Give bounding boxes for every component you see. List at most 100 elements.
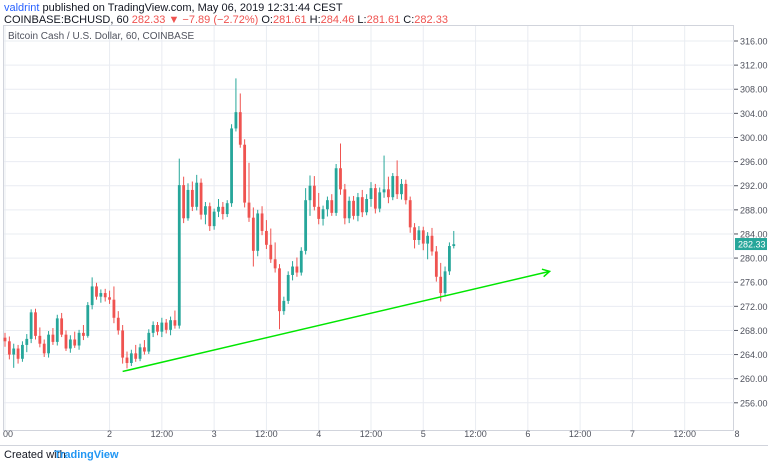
candles xyxy=(3,78,456,369)
candle-body xyxy=(217,206,220,212)
x-tick-label: 2 xyxy=(107,429,112,439)
candle-body xyxy=(121,330,125,358)
open-label: O: xyxy=(261,14,273,26)
candle-body xyxy=(169,320,172,330)
candle-body xyxy=(90,286,94,306)
candle-body xyxy=(395,176,399,195)
candle-body xyxy=(365,198,369,213)
candle-body xyxy=(29,312,33,339)
candle-body xyxy=(304,200,308,251)
candle-body xyxy=(73,339,77,346)
candle-body xyxy=(68,339,72,349)
candle-body xyxy=(160,322,164,332)
y-tick-label: 312.00 xyxy=(740,61,768,71)
candle-body xyxy=(208,206,212,227)
candle-body xyxy=(373,188,377,209)
last-price: 282.33 xyxy=(131,14,166,26)
y-tick-label: 272.00 xyxy=(740,302,768,312)
time-axis[interactable]: 00 2 12:00 3 12:00 4 12:00 5 12:00 6 12:00 7 12:00 8 xyxy=(3,429,739,439)
candle-body xyxy=(212,211,216,227)
candle-body xyxy=(64,334,68,349)
candle-body xyxy=(195,182,199,207)
chart-title: Bitcoin Cash / U.S. Dollar, 60, COINBASE xyxy=(8,31,195,42)
y-tick-label: 260.00 xyxy=(740,374,768,384)
candle-body xyxy=(413,227,416,240)
candle-body xyxy=(443,271,447,294)
candle-body xyxy=(60,318,64,335)
trendline[interactable] xyxy=(122,270,550,373)
candle-body xyxy=(55,318,59,342)
x-tick-label: 12:00 xyxy=(151,429,174,439)
candle-body xyxy=(7,341,11,355)
candle-body xyxy=(34,312,37,336)
x-tick-label: 8 xyxy=(734,429,739,439)
candle-body xyxy=(391,176,395,198)
low-value: 281.61 xyxy=(366,14,401,26)
candle-body xyxy=(164,322,168,330)
candle-body xyxy=(51,334,55,342)
candle-body xyxy=(295,266,299,273)
candle-body xyxy=(204,206,207,215)
candle-body xyxy=(38,335,42,344)
author-link[interactable]: valdrint xyxy=(4,2,40,14)
candle-body xyxy=(339,168,342,190)
trendline-group[interactable] xyxy=(122,268,552,373)
candle-body xyxy=(251,217,255,251)
candle-body xyxy=(299,250,303,273)
candle-body xyxy=(326,200,329,210)
price-chart[interactable]: Bitcoin Cash / U.S. Dollar, 60, COINBASE… xyxy=(0,25,768,445)
candle-body xyxy=(369,188,373,199)
candle-body xyxy=(147,332,151,352)
candle-body xyxy=(291,266,294,275)
x-tick-label: 12:00 xyxy=(673,429,696,439)
y-tick-label: 268.00 xyxy=(740,326,768,336)
candle-body xyxy=(243,144,247,203)
symbol-line: COINBASE:BCHUSD, 60 282.33 ▼ −7.89 (−2.7… xyxy=(4,14,448,26)
y-tick-label: 292.00 xyxy=(740,181,768,191)
candle-body xyxy=(103,293,107,298)
candle-body xyxy=(3,337,7,342)
candle-body xyxy=(421,230,425,244)
candle-body xyxy=(138,347,142,359)
candle-body xyxy=(116,317,120,331)
price-axis[interactable]: 316.00 312.00 308.00 304.00 300.00 296.00 292.… xyxy=(734,37,768,409)
candle-body xyxy=(452,244,456,247)
candle-body xyxy=(321,209,325,219)
candle-body xyxy=(430,235,434,252)
tradingview-logo[interactable]: TradingView xyxy=(54,449,119,461)
candle-body xyxy=(182,185,186,219)
x-tick-label: 12:00 xyxy=(464,429,487,439)
candle-body xyxy=(360,197,364,213)
candle-body xyxy=(347,200,351,219)
candle-body xyxy=(439,276,443,294)
candle-body xyxy=(378,192,382,209)
candle-body xyxy=(177,185,181,326)
candle-body xyxy=(86,305,90,336)
y-tick-label: 276.00 xyxy=(740,278,768,288)
y-tick-label: 288.00 xyxy=(740,205,768,215)
candle-body xyxy=(238,112,242,145)
x-tick-label: 7 xyxy=(630,429,635,439)
candle-body xyxy=(404,183,408,201)
candle-body xyxy=(221,206,225,215)
current-price-label: 282.33 xyxy=(738,240,766,250)
candle-body xyxy=(265,230,268,245)
y-tick-label: 284.00 xyxy=(740,229,768,239)
candle-body xyxy=(334,168,338,213)
candle-body xyxy=(273,259,277,269)
candle-body xyxy=(12,348,16,355)
x-tick-label: 5 xyxy=(421,429,426,439)
created-with-text: Created with xyxy=(4,449,66,461)
candle-body xyxy=(173,320,177,326)
price-change: ▼ −7.89 (−2.72%) xyxy=(168,14,259,26)
candle-body xyxy=(382,189,386,193)
y-tick-label: 280.00 xyxy=(740,254,768,264)
candle-body xyxy=(151,325,155,333)
low-label: L: xyxy=(357,14,367,26)
candle-body xyxy=(190,189,194,207)
candle-body xyxy=(400,183,403,195)
candle-body xyxy=(125,357,129,364)
candle-body xyxy=(225,203,229,215)
candle-body xyxy=(417,230,421,240)
current-price-tag xyxy=(735,238,767,251)
